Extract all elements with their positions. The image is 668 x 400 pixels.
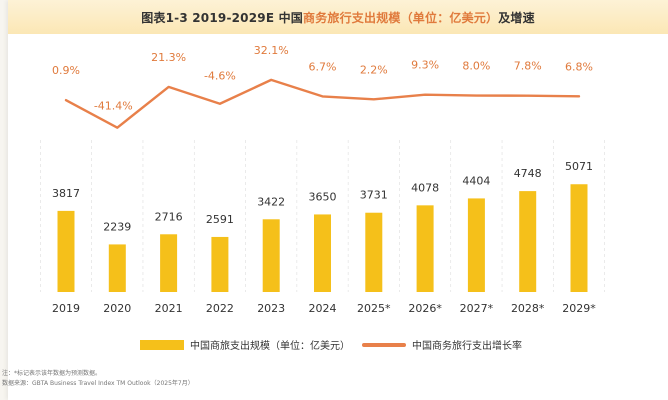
footnotes: 注：*标记表示该年数据为预测数据。 数据来源：GBTA Business Tra… xyxy=(2,369,194,389)
bar-value-label: 4748 xyxy=(514,167,542,180)
legend-item-bar: 中国商旅支出规模（单位：亿美元） xyxy=(140,337,350,352)
growth-rate-label: -41.4% xyxy=(94,100,133,113)
growth-rate-line xyxy=(64,78,581,129)
growth-rate-label: 6.8% xyxy=(565,60,593,73)
bar-2029* xyxy=(570,184,588,292)
chart-title: 图表1-3 2019-2029E 中国商务旅行支出规模（单位：亿美元）及增速 xyxy=(8,9,668,26)
legend: 中国商旅支出规模（单位：亿美元） 中国商务旅行支出增长率 xyxy=(0,337,668,353)
bar-2020 xyxy=(108,244,126,292)
bar-series xyxy=(57,184,588,292)
x-axis-labels: 2019 2020 2021 2022 2023 2024 2025* 2026* 2027* 2… xyxy=(52,302,596,315)
bar-2026* xyxy=(416,205,434,292)
combo-chart: 3817 2239 2716 2591 3422 3650 3731 4078 4404 4748… xyxy=(40,44,605,315)
bar-2027* xyxy=(467,198,485,292)
x-tick-label: 2028* xyxy=(511,302,545,315)
chart-page: 图表1-3 2019-2029E 中国商务旅行支出规模（单位：亿美元）及增速 xyxy=(8,0,668,400)
line-series xyxy=(64,78,581,129)
bar-value-labels: 3817 2239 2716 2591 3422 3650 3731 4078 4404 4748… xyxy=(52,160,593,233)
bar-value-label: 2591 xyxy=(206,213,234,226)
bar-2022 xyxy=(211,236,229,292)
x-tick-label: 2020 xyxy=(103,302,131,315)
bar-value-label: 3817 xyxy=(52,187,80,200)
title-accent: 商务旅行支出规模（单位：亿美元） xyxy=(303,11,499,25)
bar-value-label: 3422 xyxy=(257,195,285,208)
footnote-source: 数据来源：GBTA Business Travel Index TM Outlo… xyxy=(2,380,194,387)
growth-rate-labels: 0.9% -41.4% 21.3% -4.6% 32.1% 6.7% 2.2% 9.3% 8.0… xyxy=(52,44,593,113)
growth-rate-label: 21.3% xyxy=(151,51,186,64)
bar-value-label: 2239 xyxy=(103,220,131,233)
bar-value-label: 4078 xyxy=(411,181,439,194)
x-tick-label: 2022 xyxy=(206,302,234,315)
growth-rate-label: 6.7% xyxy=(309,60,337,73)
bar-2024 xyxy=(314,214,331,292)
growth-rate-label: 32.1% xyxy=(254,44,289,57)
growth-rate-label: 2.2% xyxy=(360,63,388,76)
bar-value-label: 2716 xyxy=(155,210,183,223)
legend-item-line: 中国商务旅行支出增长率 xyxy=(362,337,522,352)
bar-value-label: 3731 xyxy=(360,189,388,202)
growth-rate-label: 8.0% xyxy=(462,60,490,73)
x-tick-label: 2019 xyxy=(52,302,80,315)
bar-2023 xyxy=(262,219,280,292)
legend-label-line: 中国商务旅行支出增长率 xyxy=(412,341,522,352)
growth-rate-label: -4.6% xyxy=(204,70,236,83)
growth-rate-label: 0.9% xyxy=(52,64,80,77)
bar-value-label: 4404 xyxy=(462,174,490,187)
x-tick-label: 2021 xyxy=(155,302,183,315)
grid-lines xyxy=(40,140,605,292)
growth-rate-label: 7.8% xyxy=(514,60,542,73)
bar-2021 xyxy=(160,234,178,292)
x-tick-label: 2029* xyxy=(562,302,596,315)
x-tick-label: 2024 xyxy=(309,302,337,315)
x-tick-label: 2026* xyxy=(408,302,442,315)
legend-label-bar: 中国商旅支出规模（单位：亿美元） xyxy=(190,341,350,352)
title-suffix: 及增速 xyxy=(498,11,535,25)
footnote-note: 注：*标记表示该年数据为预测数据。 xyxy=(2,370,102,377)
title-prefix: 图表1-3 2019-2029E 中国 xyxy=(141,11,303,25)
legend-swatch-bar xyxy=(140,339,184,350)
x-tick-label: 2027* xyxy=(460,302,494,315)
bar-value-label: 3650 xyxy=(309,190,337,203)
bar-2025* xyxy=(365,212,383,292)
x-tick-label: 2023 xyxy=(257,302,285,315)
bar-2019 xyxy=(57,210,75,292)
bar-value-label: 5071 xyxy=(565,160,593,173)
title-bar: 图表1-3 2019-2029E 中国商务旅行支出规模（单位：亿美元）及增速 xyxy=(8,0,668,34)
x-tick-label: 2025* xyxy=(357,302,391,315)
growth-rate-label: 9.3% xyxy=(411,59,439,72)
bar-2028* xyxy=(519,191,537,292)
legend-swatch-line xyxy=(362,342,406,347)
